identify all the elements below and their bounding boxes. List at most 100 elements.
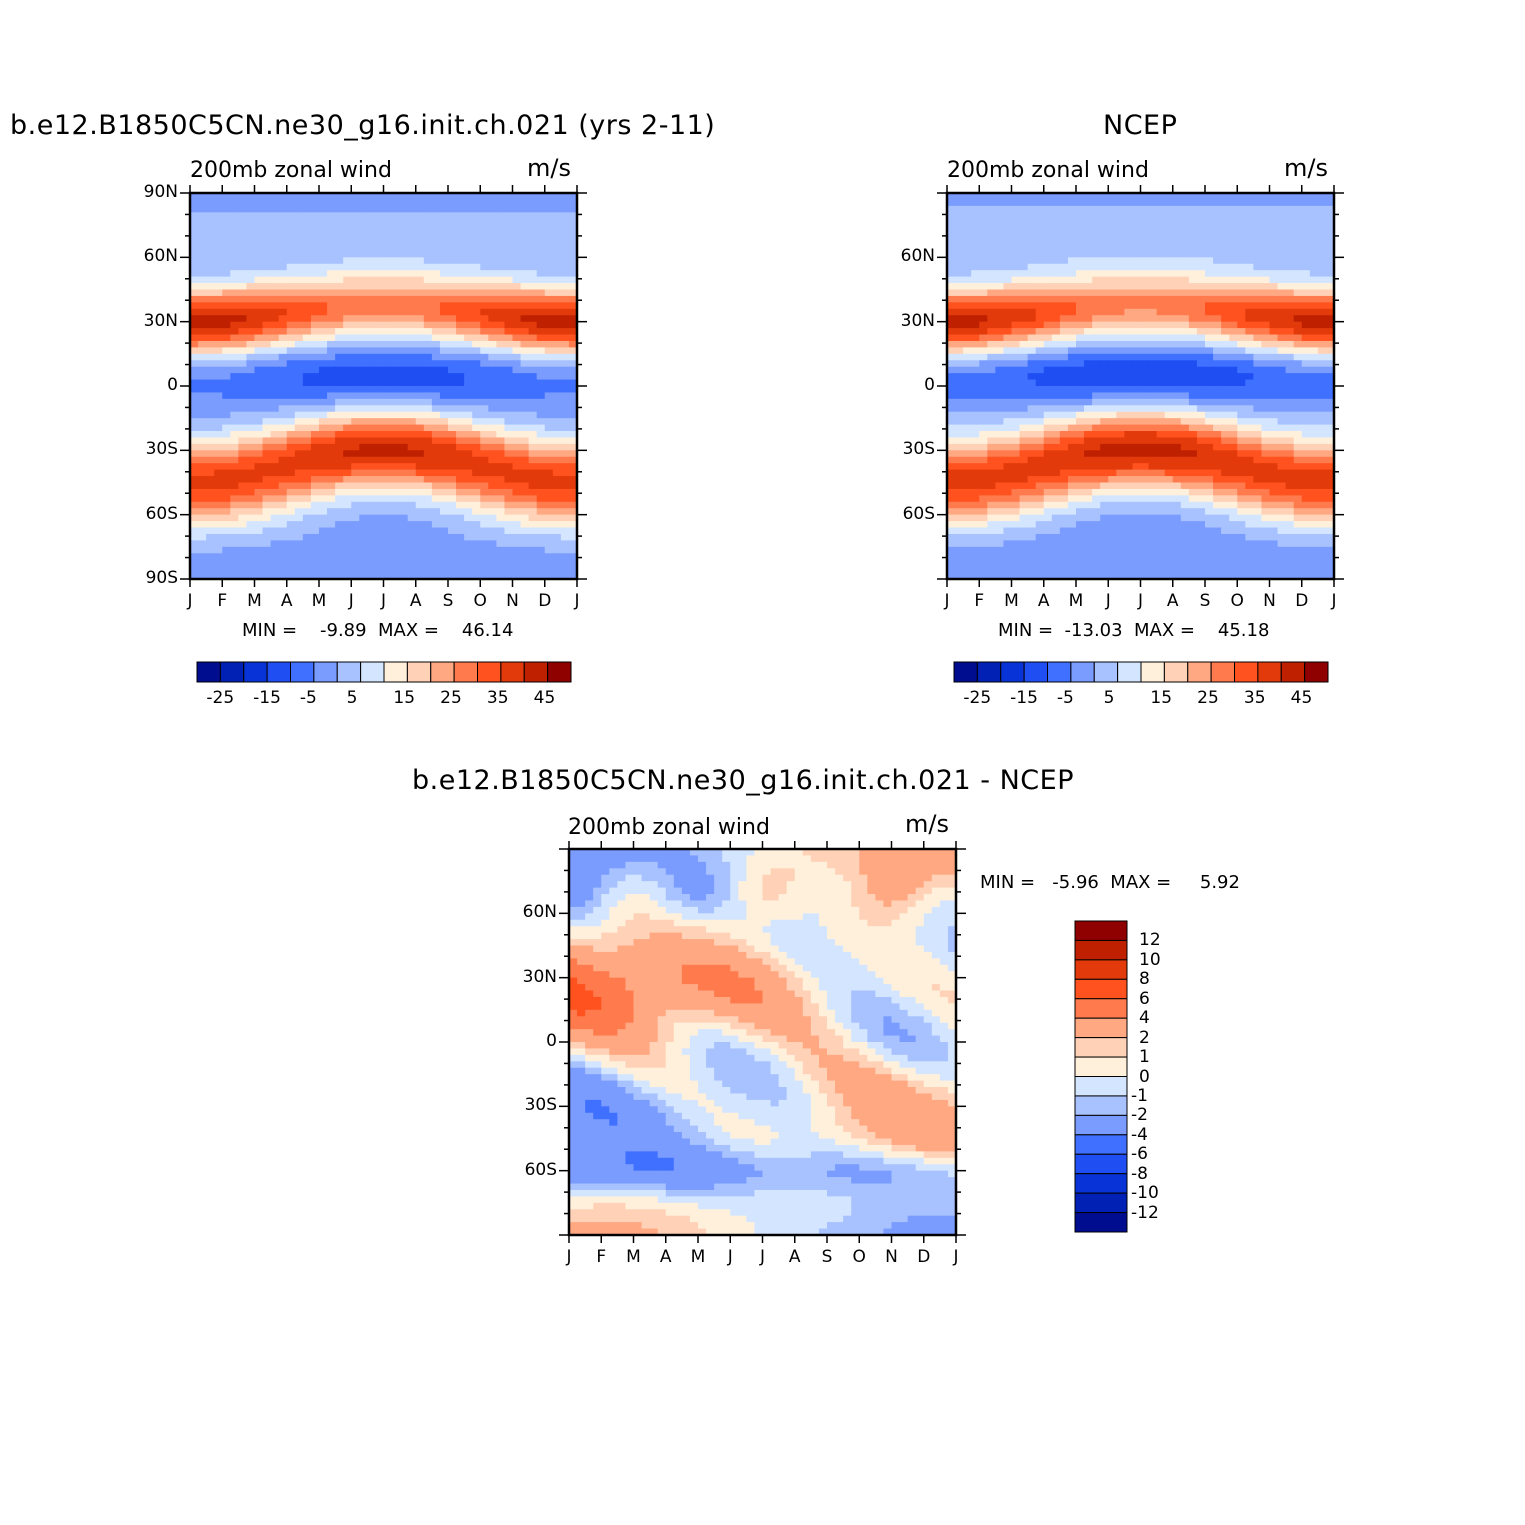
panel1-cell: [536, 540, 546, 548]
panel2-cell: [1325, 193, 1335, 201]
panel1-cell: [351, 424, 360, 432]
panel1-cell: [278, 360, 288, 368]
panel1-cell: [343, 469, 352, 477]
panel2-cell: [1059, 328, 1069, 336]
panel1-cell: [294, 488, 304, 496]
panel2-cell: [1269, 328, 1279, 336]
panel1-cell: [423, 328, 433, 336]
panel2-cell: [1051, 263, 1061, 271]
panel1-cell: [544, 334, 554, 342]
panel2-cell: [1019, 289, 1029, 297]
panel2-cell: [1035, 398, 1045, 406]
panel2-cell: [1213, 315, 1222, 323]
panel2-cell: [1317, 302, 1327, 310]
panel2-cell: [1293, 328, 1303, 336]
panel1-cell: [431, 250, 441, 258]
panel1-cell: [302, 244, 312, 252]
panel1-cell: [214, 295, 223, 303]
panel1-cell: [262, 353, 272, 361]
panel1-cell: [278, 225, 288, 233]
panel2-cell: [1067, 334, 1077, 342]
panel1-cell: [198, 250, 207, 258]
panel1-cell: [480, 238, 489, 246]
panel2-cell: [1140, 424, 1150, 432]
panel1-cell: [262, 328, 272, 336]
panel2-cell: [971, 334, 980, 342]
panel1-cell: [262, 373, 272, 381]
panel2-cell: [963, 398, 972, 406]
panel1-cell: [230, 263, 239, 271]
panel1-cell: [399, 437, 409, 445]
panel1-cell: [190, 463, 199, 471]
panel1-cell: [254, 205, 264, 213]
panel1-cell: [423, 353, 433, 361]
panel1-cell: [327, 411, 336, 419]
panel2-cell: [979, 302, 988, 310]
panel2-cell: [963, 244, 972, 252]
panel2-cell: [1043, 225, 1053, 233]
panel1-cell: [359, 218, 368, 226]
panel2-cell: [1237, 347, 1246, 355]
panel2-cell: [1180, 308, 1190, 316]
panel2-cell: [947, 424, 956, 432]
panel1-cell: [512, 411, 522, 419]
panel2-cell: [995, 347, 1005, 355]
panel1-cell: [552, 373, 562, 381]
panel2-cell: [947, 450, 956, 458]
panel1-cell: [230, 199, 239, 207]
panel1-cell: [302, 508, 312, 516]
panel1-cell: [294, 199, 304, 207]
panel1-cell: [423, 476, 433, 484]
panel2-cell: [1108, 450, 1117, 458]
panel1-cell: [496, 527, 506, 535]
panel2-cell: [1237, 238, 1246, 246]
panel1-cell: [456, 225, 465, 233]
panel1-cell: [254, 270, 264, 278]
panel1-cell: [286, 508, 296, 516]
panel2-cell: [1269, 315, 1279, 323]
panel1-cell: [310, 398, 320, 406]
panel1-cell: [343, 276, 352, 284]
panel1-cell: [415, 328, 425, 336]
panel1-cell: [415, 546, 425, 554]
panel1-cell: [496, 199, 506, 207]
panel2-cell: [1108, 238, 1117, 246]
panel1-cell: [351, 212, 360, 220]
panel2-cell: [947, 392, 956, 400]
panel1-cell: [286, 231, 296, 239]
colorbar-box: [360, 661, 385, 683]
panel2-cell: [1100, 405, 1109, 413]
panel1-cell: [375, 238, 385, 246]
panel2-cell: [1221, 199, 1230, 207]
panel2-cell: [1229, 437, 1238, 445]
panel1-cell: [560, 450, 570, 458]
panel1-cell: [552, 495, 562, 503]
panel1-cell: [488, 231, 497, 239]
panel2-cell: [1124, 212, 1134, 220]
panel1-cell: [456, 533, 465, 541]
panel2-cell: [979, 270, 988, 278]
panel2-cell: [1269, 424, 1279, 432]
panel2-cell: [1269, 398, 1279, 406]
panel2-cell: [1116, 353, 1125, 361]
panel1-cell: [310, 283, 320, 291]
panel2-cell: [1213, 360, 1222, 368]
panel1-cell: [407, 225, 417, 233]
panel1-cell: [294, 373, 304, 381]
panel1-cell: [448, 250, 457, 258]
panel1-cell: [190, 263, 199, 271]
panel1-cell: [238, 340, 248, 348]
panel2-cell: [1253, 347, 1263, 355]
panel2-cell: [1011, 424, 1021, 432]
panel1-cell: [310, 424, 320, 432]
panel1-cell: [230, 212, 239, 220]
panel1-cell: [431, 225, 441, 233]
panel2-cell: [1188, 257, 1198, 265]
panel2-cell: [947, 238, 956, 246]
panel1-cell: [214, 527, 223, 535]
panel2-cell: [1059, 263, 1069, 271]
panel1-cell: [375, 379, 385, 387]
panel1-cell: [335, 328, 344, 336]
panel2-cell: [995, 418, 1005, 426]
panel1-cell: [383, 360, 393, 368]
